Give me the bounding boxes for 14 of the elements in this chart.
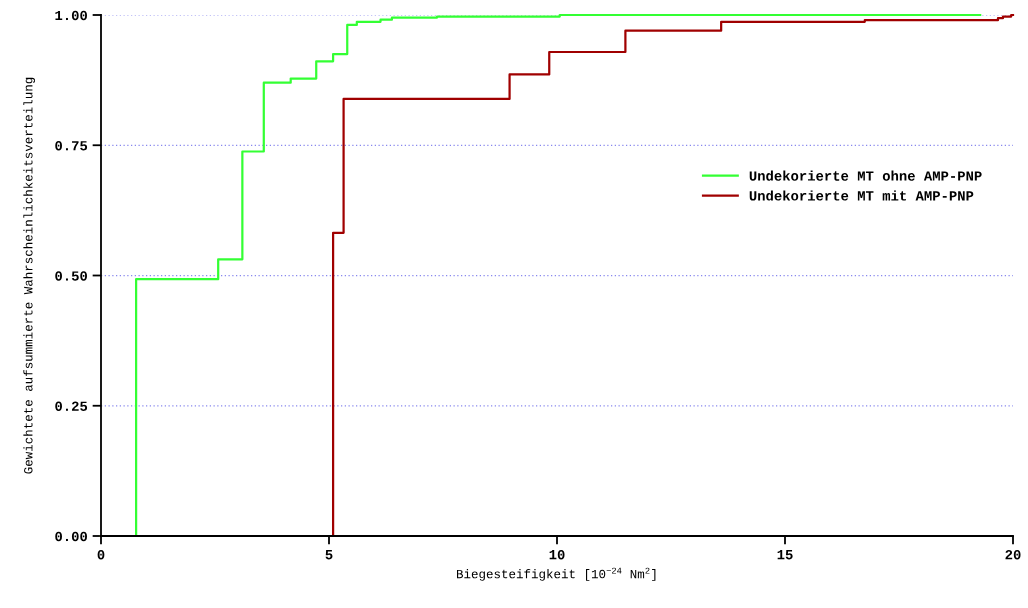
y-tick-label: 0.50 [55,271,87,281]
legend-label: Undekorierte MT ohne AMP-PNP [749,170,982,181]
x-tick-label: 10 [549,549,565,560]
x-tick-label: 20 [1005,549,1021,560]
y-tick-label: 1.00 [55,10,87,21]
x-axis-title: Biegesteifigkeit [10$^{−24}$ Nm$^{2}$] [456,567,656,581]
legend-label: Undekorierte MT mit AMP-PNP [749,190,974,201]
y-tick-label: 0.25 [55,401,88,411]
x-tick-label: 15 [777,550,793,560]
x-tick-label: 5 [325,550,333,560]
y-axis-title: Gewichtete aufsummierte Wahrscheinlichkeitsverteilung [23,77,36,474]
y-tick-label: 0.00 [55,531,87,542]
x-tick-label: 0 [97,549,105,560]
y-tick-label: 0.75 [55,140,88,151]
